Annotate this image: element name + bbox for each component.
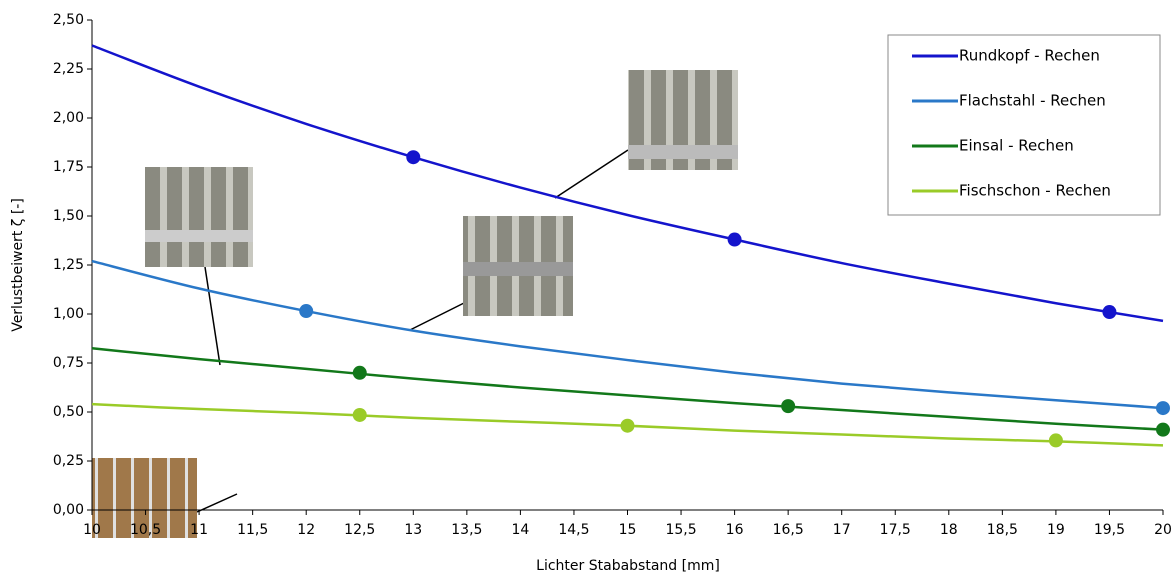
x-tick-label: 19 [1047,522,1065,538]
x-axis-label: Lichter Stababstand [mm] [536,558,720,574]
y-axis-label: Verlustbeiwert ζ [-] [10,198,26,332]
x-tick-label: 18 [940,522,958,538]
data-point [299,304,313,318]
y-tick-label: 1,75 [53,159,84,175]
x-tick-label: 13,5 [451,522,482,538]
y-tick-label: 1,00 [53,306,84,322]
x-tick-label: 12 [297,522,315,538]
x-tick-label: 17,5 [880,522,911,538]
y-tick-label: 2,25 [53,61,84,77]
data-point [353,366,367,380]
data-point [781,399,795,413]
x-tick-label: 18,5 [987,522,1018,538]
y-tick-label: 1,50 [53,208,84,224]
data-point [1156,423,1170,437]
x-tick-label: 15 [619,522,637,538]
x-tick-label: 17 [833,522,851,538]
x-tick-label: 13 [404,522,422,538]
data-point [621,419,635,433]
y-tick-label: 0,00 [53,502,84,518]
x-tick-label: 12,5 [344,522,375,538]
chart: Lichter Stababstand [mm] Verlustbeiwert … [0,0,1176,577]
data-point [406,150,420,164]
series-line [92,261,1163,408]
data-point [1156,401,1170,415]
x-tick-label: 10,5 [130,522,161,538]
photo-insets [92,70,738,538]
y-tick-label: 2,00 [53,110,84,126]
x-tick-label: 11 [190,522,208,538]
data-point [1102,305,1116,319]
x-tick-label: 20 [1154,522,1172,538]
x-tick-label: 10 [83,522,101,538]
y-tick-label: 0,75 [53,355,84,371]
page: Lichter Stababstand [mm] Verlustbeiwert … [0,0,1176,577]
y-tick-label: 0,25 [53,453,84,469]
data-point [353,408,367,422]
data-point [1049,433,1063,447]
legend-label: Rundkopf - Rechen [959,47,1100,65]
legend-label: Fischschon - Rechen [959,182,1111,200]
legend-label: Einsal - Rechen [959,137,1074,155]
legend-label: Flachstahl - Rechen [959,92,1106,110]
y-tick-label: 1,25 [53,257,84,273]
data-point [728,233,742,247]
x-tick-label: 15,5 [665,522,696,538]
y-tick-label: 0,50 [53,404,84,420]
y-tick-label: 2,50 [53,12,84,28]
x-tick-label: 19,5 [1094,522,1125,538]
x-tick-label: 14 [511,522,529,538]
x-tick-label: 16,5 [773,522,804,538]
x-tick-label: 16 [726,522,744,538]
x-tick-label: 11,5 [237,522,268,538]
x-tick-label: 14,5 [558,522,589,538]
